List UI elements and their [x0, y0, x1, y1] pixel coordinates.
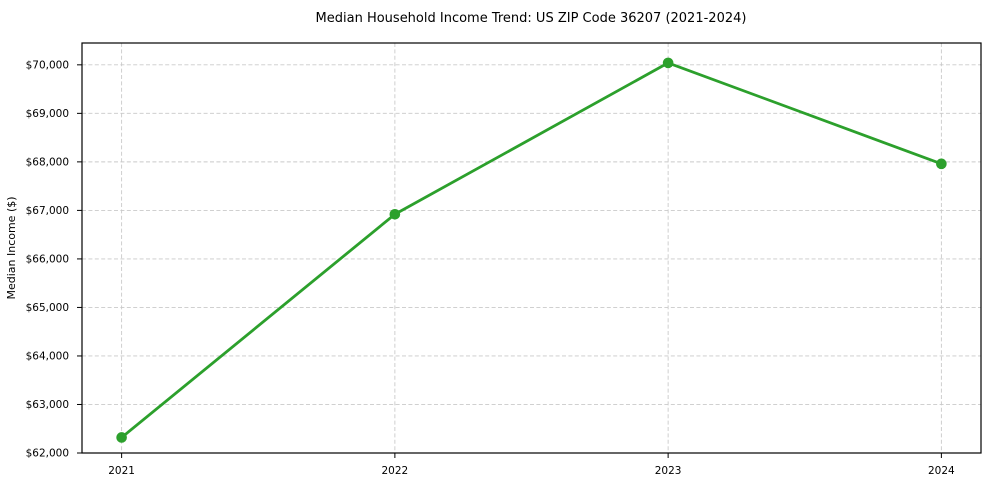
gridlines	[82, 43, 981, 454]
data-points	[116, 57, 947, 443]
axis-ticks	[77, 64, 942, 458]
data-point	[936, 158, 947, 170]
y-tick-label: $65,000	[26, 302, 69, 314]
y-tick-label: $67,000	[26, 205, 69, 217]
y-tick-label: $64,000	[26, 351, 69, 363]
plot-border	[81, 42, 982, 454]
y-axis-label: Median Income ($)	[5, 196, 18, 299]
y-tick-label: $62,000	[26, 448, 69, 460]
y-tick-label: $69,000	[26, 108, 69, 120]
data-point	[116, 432, 127, 443]
x-tick-label: 2024	[928, 465, 955, 477]
x-tick-label: 2022	[382, 465, 409, 477]
data-point	[662, 57, 674, 69]
y-tick-label: $70,000	[26, 60, 69, 72]
x-tick-label: 2021	[108, 465, 135, 477]
y-tick-label: $66,000	[26, 254, 69, 266]
chart-title: Median Household Income Trend: US ZIP Co…	[316, 11, 747, 26]
y-tick-label: $68,000	[26, 157, 69, 169]
trend-line	[120, 61, 943, 439]
axis-tick-labels: $62,000 $63,000 $64,000 $65,000 $66,000 $67,0…	[26, 60, 955, 477]
data-point	[389, 208, 401, 220]
y-tick-label: $63,000	[26, 399, 69, 411]
x-tick-label: 2023	[655, 465, 682, 477]
